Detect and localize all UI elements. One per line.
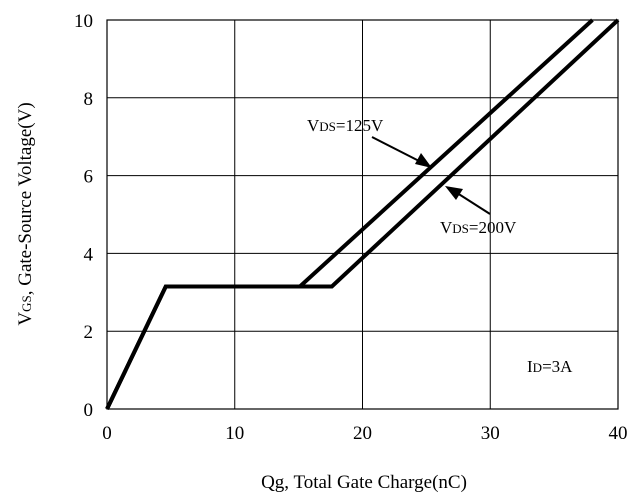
current-annotation-prefix: I <box>527 357 533 376</box>
y-tick-label: 8 <box>84 89 94 110</box>
series-label-200v-prefix: V <box>440 218 453 237</box>
series-label-125v-prefix: V <box>307 116 320 135</box>
y-tick-label: 0 <box>84 400 94 421</box>
y-axis-label-rest: , Gate-Source Voltage(V) <box>15 102 36 295</box>
grid-lines <box>107 20 618 409</box>
series-lines <box>105 18 620 410</box>
y-axis-label: VGS, Gate-Source Voltage(V) <box>15 102 36 325</box>
current-annotation-sub: D <box>533 360 542 375</box>
arrow-200v-head <box>445 186 463 200</box>
x-tick-label: 20 <box>353 423 372 444</box>
y-tick-label: 2 <box>84 322 94 343</box>
x-axis-label: Qg, Total Gate Charge(nC) <box>261 472 467 493</box>
y-tick-label: 4 <box>84 244 94 265</box>
current-annotation-rest: =3A <box>542 357 573 376</box>
y-tick-label: 6 <box>84 167 94 188</box>
x-tick-label: 10 <box>225 423 244 444</box>
series-line-125v <box>105 18 594 410</box>
x-tick-label: 0 <box>102 423 112 444</box>
arrow-125v <box>371 136 424 164</box>
series-label-200v-sub: DS <box>452 221 469 236</box>
y-tick-label: 10 <box>74 11 93 32</box>
series-label-200v: VDS=200V <box>440 218 517 237</box>
arrow-200v <box>453 190 491 215</box>
series-label-200v-rest: =200V <box>469 218 517 237</box>
series-line-200v <box>105 18 620 410</box>
series-label-125v: VDS=125V <box>307 116 384 135</box>
x-tick-label: 30 <box>481 423 500 444</box>
current-annotation: ID=3A <box>527 357 573 376</box>
y-axis-label-sub: GS <box>19 295 34 312</box>
arrow-125v-head <box>415 153 432 168</box>
y-axis-label-prefix: V <box>15 312 36 326</box>
x-tick-label: 40 <box>609 423 628 444</box>
plot-frame <box>106 19 619 410</box>
tick-labels: 0 10 20 30 40 0 2 4 6 8 10 <box>74 11 628 444</box>
series-label-125v-rest: =125V <box>336 116 384 135</box>
series-label-125v-sub: DS <box>319 119 336 134</box>
